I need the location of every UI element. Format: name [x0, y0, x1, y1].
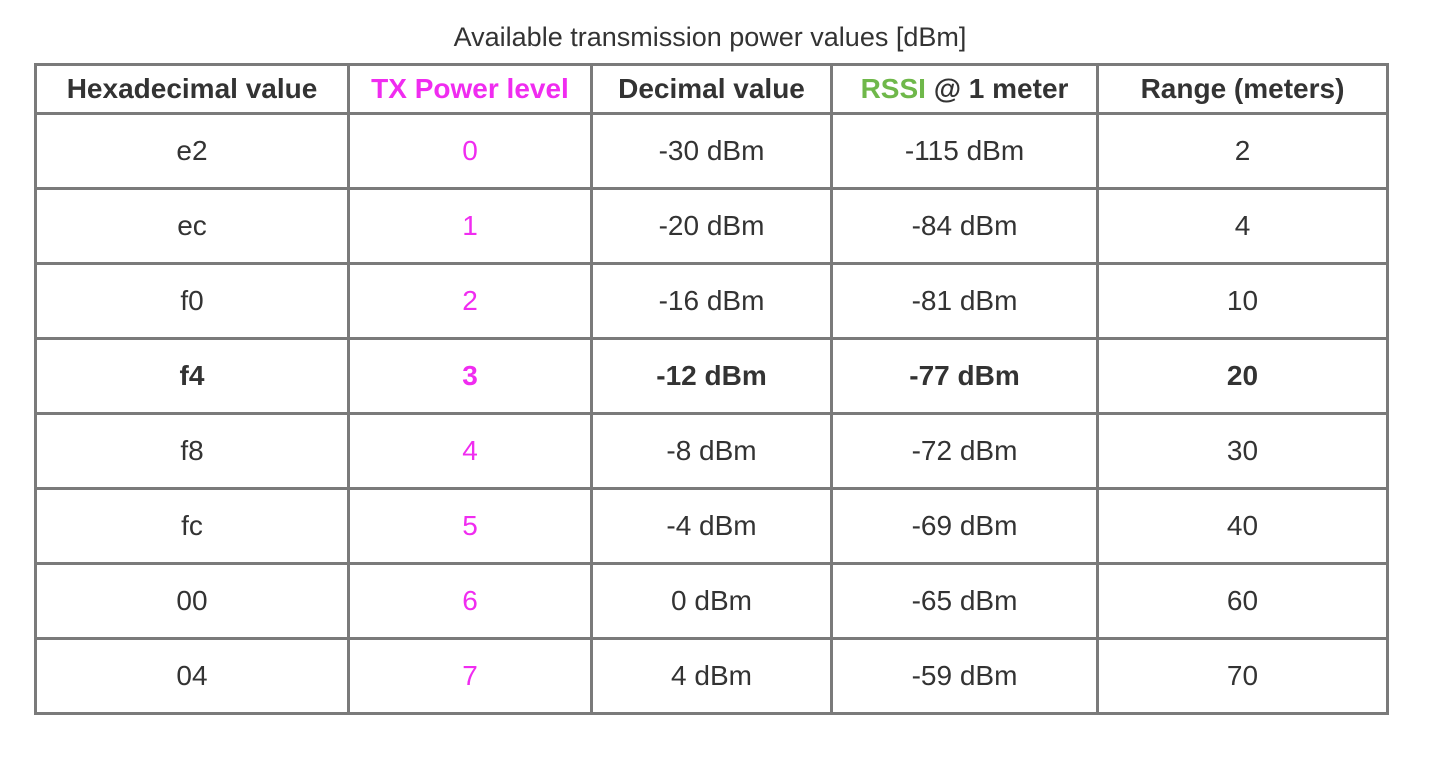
cell-decimal: -8 dBm [590, 412, 833, 490]
cell-decimal: -30 dBm [590, 112, 833, 190]
cell-decimal: -20 dBm [590, 187, 833, 265]
cell-range: 70 [1096, 637, 1389, 715]
header-decimal: Decimal value [590, 63, 833, 115]
cell-rssi: -69 dBm [830, 487, 1099, 565]
header-rssi-suffix: @ 1 meter [925, 73, 1069, 104]
transmission-power-table: Hexadecimal value TX Power level Decimal… [34, 63, 1389, 715]
table-row-highlighted: f4 3 -12 dBm -77 dBm 20 [34, 337, 1389, 415]
table-row: 00 6 0 dBm -65 dBm 60 [34, 562, 1389, 640]
cell-tx-power: 5 [347, 487, 593, 565]
cell-range: 60 [1096, 562, 1389, 640]
cell-rssi: -84 dBm [830, 187, 1099, 265]
cell-range: 30 [1096, 412, 1389, 490]
cell-rssi: -81 dBm [830, 262, 1099, 340]
table-caption: Available transmission power values [dBm… [453, 22, 967, 52]
cell-rssi: -72 dBm [830, 412, 1099, 490]
cell-decimal: -12 dBm [590, 337, 833, 415]
cell-decimal: -16 dBm [590, 262, 833, 340]
header-range: Range (meters) [1096, 63, 1389, 115]
cell-tx-power: 4 [347, 412, 593, 490]
cell-tx-power: 1 [347, 187, 593, 265]
cell-tx-power: 3 [347, 337, 593, 415]
header-rssi-label: RSSI [860, 73, 926, 104]
cell-hex: f4 [34, 337, 350, 415]
table-row: ec 1 -20 dBm -84 dBm 4 [34, 187, 1389, 265]
cell-hex: f0 [34, 262, 350, 340]
cell-hex: ec [34, 187, 350, 265]
cell-hex: 00 [34, 562, 350, 640]
cell-range: 20 [1096, 337, 1389, 415]
cell-range: 40 [1096, 487, 1389, 565]
cell-hex: fc [34, 487, 350, 565]
cell-tx-power: 7 [347, 637, 593, 715]
header-rssi: RSSI @ 1 meter [830, 63, 1099, 115]
cell-rssi: -65 dBm [830, 562, 1099, 640]
cell-range: 10 [1096, 262, 1389, 340]
cell-rssi: -59 dBm [830, 637, 1099, 715]
table-row: fc 5 -4 dBm -69 dBm 40 [34, 487, 1389, 565]
cell-decimal: 0 dBm [590, 562, 833, 640]
cell-hex: 04 [34, 637, 350, 715]
header-row: Hexadecimal value TX Power level Decimal… [34, 63, 1389, 115]
cell-decimal: -4 dBm [590, 487, 833, 565]
table-row: f8 4 -8 dBm -72 dBm 30 [34, 412, 1389, 490]
cell-tx-power: 6 [347, 562, 593, 640]
cell-tx-power: 0 [347, 112, 593, 190]
table-row: f0 2 -16 dBm -81 dBm 10 [34, 262, 1389, 340]
cell-decimal: 4 dBm [590, 637, 833, 715]
cell-hex: e2 [34, 112, 350, 190]
cell-range: 4 [1096, 187, 1389, 265]
table-row: 04 7 4 dBm -59 dBm 70 [34, 637, 1389, 715]
header-hex: Hexadecimal value [34, 63, 350, 115]
cell-hex: f8 [34, 412, 350, 490]
cell-range: 2 [1096, 112, 1389, 190]
cell-rssi: -115 dBm [830, 112, 1099, 190]
cell-tx-power: 2 [347, 262, 593, 340]
header-tx-power: TX Power level [347, 63, 593, 115]
table-row: e2 0 -30 dBm -115 dBm 2 [34, 112, 1389, 190]
cell-rssi: -77 dBm [830, 337, 1099, 415]
